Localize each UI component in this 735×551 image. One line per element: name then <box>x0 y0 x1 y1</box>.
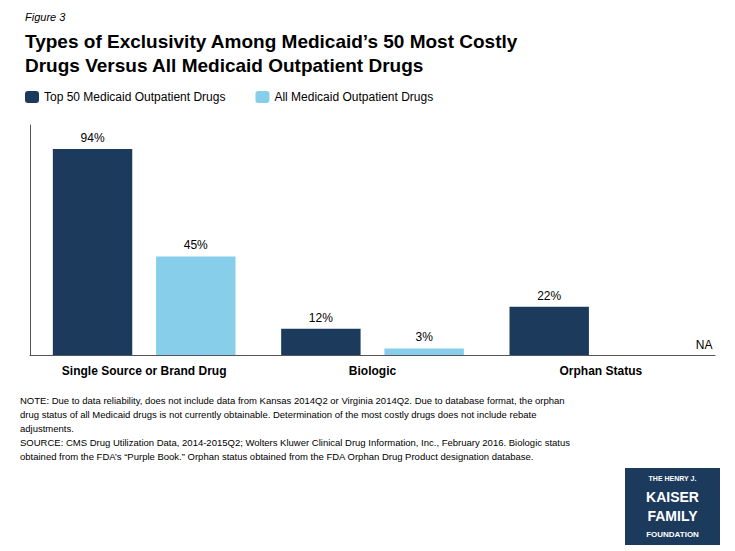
svg-text:FAMILY: FAMILY <box>647 508 698 524</box>
svg-text:KAISER: KAISER <box>646 489 699 505</box>
svg-text:adjustments.: adjustments. <box>20 423 74 434</box>
svg-text:THE HENRY J.: THE HENRY J. <box>649 475 697 482</box>
svg-text:Figure 3: Figure 3 <box>25 11 66 23</box>
svg-text:Single Source or Brand Drug: Single Source or Brand Drug <box>62 364 227 378</box>
svg-text:Biologic: Biologic <box>349 364 397 378</box>
svg-text:NOTE: Due to data reliability,: NOTE: Due to data reliability, does not … <box>20 395 565 406</box>
svg-text:Top 50 Medicaid Outpatient Dru: Top 50 Medicaid Outpatient Drugs <box>44 90 225 104</box>
svg-text:Orphan Status: Orphan Status <box>559 364 642 378</box>
svg-text:All Medicaid Outpatient Drugs: All Medicaid Outpatient Drugs <box>274 90 433 104</box>
svg-text:SOURCE: CMS Drug Utilization D: SOURCE: CMS Drug Utilization Data, 2014-… <box>20 437 570 448</box>
svg-text:drug status of all Medicaid dr: drug status of all Medicaid drugs is not… <box>20 409 536 420</box>
svg-text:obtained from the FDA’s “Purpl: obtained from the FDA’s “Purple Book.” O… <box>20 451 533 462</box>
svg-text:Types of Exclusivity Among Med: Types of Exclusivity Among Medicaid’s 50… <box>25 31 518 52</box>
svg-text:3%: 3% <box>415 330 433 344</box>
svg-text:Drugs Versus All Medicaid Outp: Drugs Versus All Medicaid Outpatient Dru… <box>25 55 423 76</box>
svg-text:94%: 94% <box>81 131 105 145</box>
svg-text:12%: 12% <box>309 311 333 325</box>
svg-text:NA: NA <box>696 338 713 352</box>
svg-text:22%: 22% <box>537 289 561 303</box>
svg-text:FOUNDATION: FOUNDATION <box>646 530 699 539</box>
svg-text:45%: 45% <box>184 238 208 252</box>
